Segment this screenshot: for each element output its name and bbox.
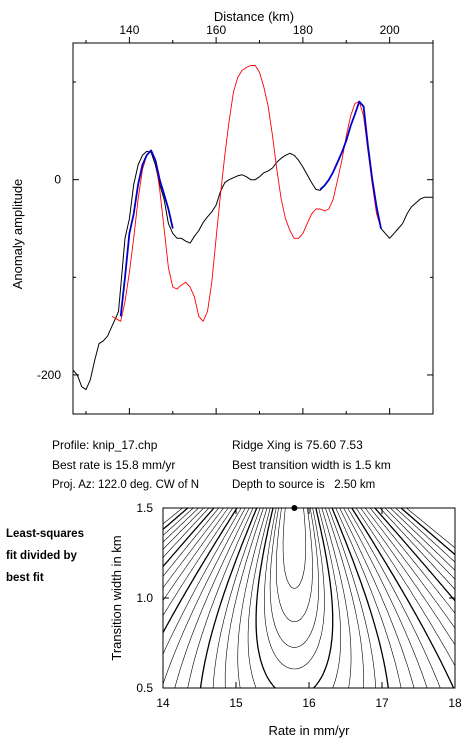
contour-y-tick-label: 0.5 (136, 681, 153, 695)
misfit-contour-chart: Rate in mm/yr Transition width in km 14 1… (109, 501, 462, 738)
series-fit_window-line (119, 100, 382, 317)
contour-level (237, 508, 352, 688)
contour-level (276, 508, 313, 623)
series-observed-line (72, 101, 433, 391)
contour-level (163, 508, 455, 646)
profile-y-tick-label: 0 (54, 173, 61, 187)
contour-level (212, 508, 376, 688)
ridge-crossing: Ridge Xing is 75.60 7.53 (232, 438, 363, 452)
contour-level (269, 508, 319, 648)
contour-level (163, 508, 428, 688)
contour-level (224, 508, 364, 688)
contour-y-tick-label: 1.0 (136, 591, 153, 605)
projection-azimuth: Proj. Az: 122.0 deg. CW of N (52, 479, 200, 491)
profile-name: Profile: knip_17.chp (52, 438, 158, 452)
contour-level (163, 508, 455, 666)
contour-description-line: Least-squares (6, 528, 84, 540)
profile-x-axis-label: Distance (km) (214, 9, 294, 24)
contour-level (247, 508, 341, 688)
profile-x-tick-label: 160 (206, 23, 226, 37)
contour-level (163, 508, 455, 614)
contour-level (163, 508, 455, 602)
profile-x-tick-label: 200 (380, 23, 400, 37)
contour-level (255, 508, 334, 688)
profile-x-tick-label: 180 (293, 23, 313, 37)
contour-x-tick-label: 16 (302, 696, 316, 710)
contour-x-tick-label: 15 (229, 696, 243, 710)
contour-level (174, 508, 415, 688)
series-model-line (111, 65, 382, 322)
contour-description: Least-squares fit divided by best fit (6, 523, 84, 589)
contour-level (163, 508, 455, 580)
contour-level (187, 508, 402, 688)
contour-x-tick-label: 18 (448, 696, 462, 710)
contour-lines (163, 508, 455, 688)
profile-x-tick-label: 140 (119, 23, 139, 37)
contour-level (163, 508, 455, 556)
contour-description-line: best fit (6, 572, 44, 584)
contour-description-line: fit divided by (6, 550, 77, 562)
contour-y-axis-label: Transition width in km (109, 535, 124, 660)
contour-level (163, 508, 455, 571)
contour-level (282, 508, 306, 589)
contour-level (163, 508, 455, 688)
best-rate: Best rate is 15.8 mm/yr (52, 458, 176, 472)
contour-x-tick-label: 14 (156, 696, 170, 710)
best-transition-width: Best transition width is 1.5 km (232, 458, 391, 472)
contour-level (199, 508, 389, 688)
contour-level (163, 508, 455, 549)
contour-level (264, 508, 325, 670)
best-fit-marker (291, 505, 298, 511)
contour-x-tick-label: 17 (375, 696, 389, 710)
contour-x-axis-label: Rate in mm/yr (269, 723, 351, 738)
profile-y-axis-label: Anomaly amplitude (10, 179, 25, 290)
profile-chart: Distance (km) Anomaly amplitude 140 160 18… (10, 9, 434, 415)
contour-y-tick-label: 1.5 (136, 501, 153, 515)
profile-y-tick-label: -200 (37, 368, 61, 382)
depth-to-source: Depth to source is 2.50 km (232, 479, 376, 491)
contour-level (163, 508, 441, 688)
profile-plot-frame (72, 42, 434, 415)
